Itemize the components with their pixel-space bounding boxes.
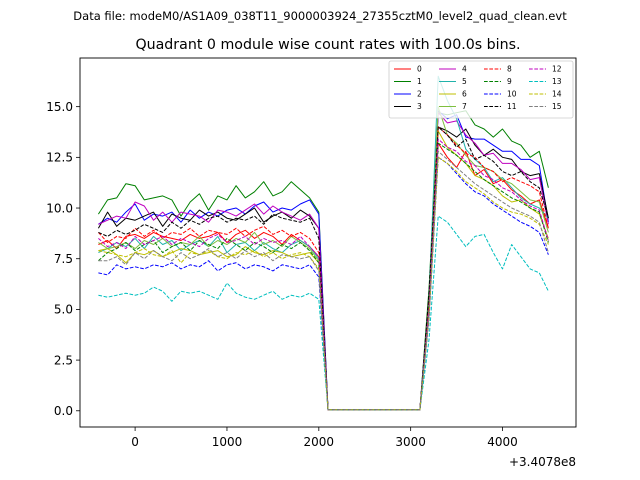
plot-area [79,57,577,428]
series-line-13 [98,215,549,411]
legend-label-15: 15 [552,102,562,111]
y-tick-label: 12.5 [46,151,73,165]
y-tick-label: 2.5 [54,353,73,367]
legend-label-4: 4 [462,65,467,74]
x-axis: 0 1000 2000 3000 4000 [131,427,518,449]
plot-frame [79,57,577,428]
legend-label-9: 9 [507,77,512,86]
legend-label-14: 14 [552,90,562,99]
series-group [97,75,549,411]
y-tick-label: 5.0 [54,303,73,317]
y-axis: 0.0 2.5 5.0 7.5 10.0 12.5 15.0 [46,100,80,418]
chart-suptitle: Data file: modeM0/AS1A09_038T11_90000039… [73,9,567,23]
legend-label-10: 10 [507,90,517,99]
series-line-15 [98,150,549,411]
series-line-11 [98,126,549,411]
series-line-14 [98,156,549,411]
legend-label-7: 7 [462,102,467,111]
y-tick-label: 10.0 [46,201,73,215]
legend-label-3: 3 [417,102,422,111]
y-tick-label: 0.0 [54,404,73,418]
legend-label-5: 5 [462,77,467,86]
legend-label-0: 0 [417,65,422,74]
legend-label-13: 13 [552,77,562,86]
legend-label-6: 6 [462,90,467,99]
legend-label-1: 1 [417,77,422,86]
legend-label-2: 2 [417,90,422,99]
x-tick-label: 0 [131,435,139,449]
x-tick-label: 2000 [304,435,335,449]
legend-label-12: 12 [552,65,562,74]
y-tick-label: 7.5 [54,252,73,266]
x-tick-label: 1000 [212,435,243,449]
legend-label-8: 8 [507,65,512,74]
chart-title: Quadrant 0 module wise count rates with … [135,37,520,53]
x-offset-label: +3.4078e8 [509,455,576,469]
legend-label-11: 11 [507,102,517,111]
x-tick-label: 3000 [395,435,426,449]
legend-box [388,60,574,119]
y-tick-label: 15.0 [46,100,73,114]
x-tick-label: 4000 [487,435,518,449]
